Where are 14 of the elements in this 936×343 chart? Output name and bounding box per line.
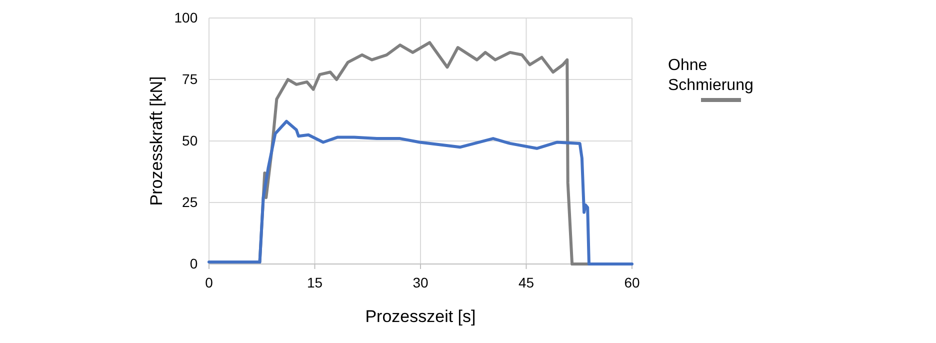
x-tick-label: 0 [205, 274, 214, 290]
y-tick-label: 75 [182, 70, 198, 87]
y-tick-label: 100 [174, 9, 198, 26]
line-series [208, 120, 634, 266]
y-axis-title: Prozesskraft [kN] [147, 76, 166, 206]
y-tick-label: 0 [190, 255, 198, 272]
x-axis-title: Prozesszeit [s] [365, 307, 476, 326]
x-tick-label: 60 [624, 274, 640, 290]
x-tick-label: 15 [306, 274, 323, 290]
y-tick-label: 50 [182, 132, 198, 148]
x-tick-label: 45 [518, 274, 534, 290]
x-tick-label: 30 [412, 274, 428, 290]
y-tick-label: 25 [182, 194, 198, 210]
text: Ohne Schmierung [668, 57, 754, 94]
